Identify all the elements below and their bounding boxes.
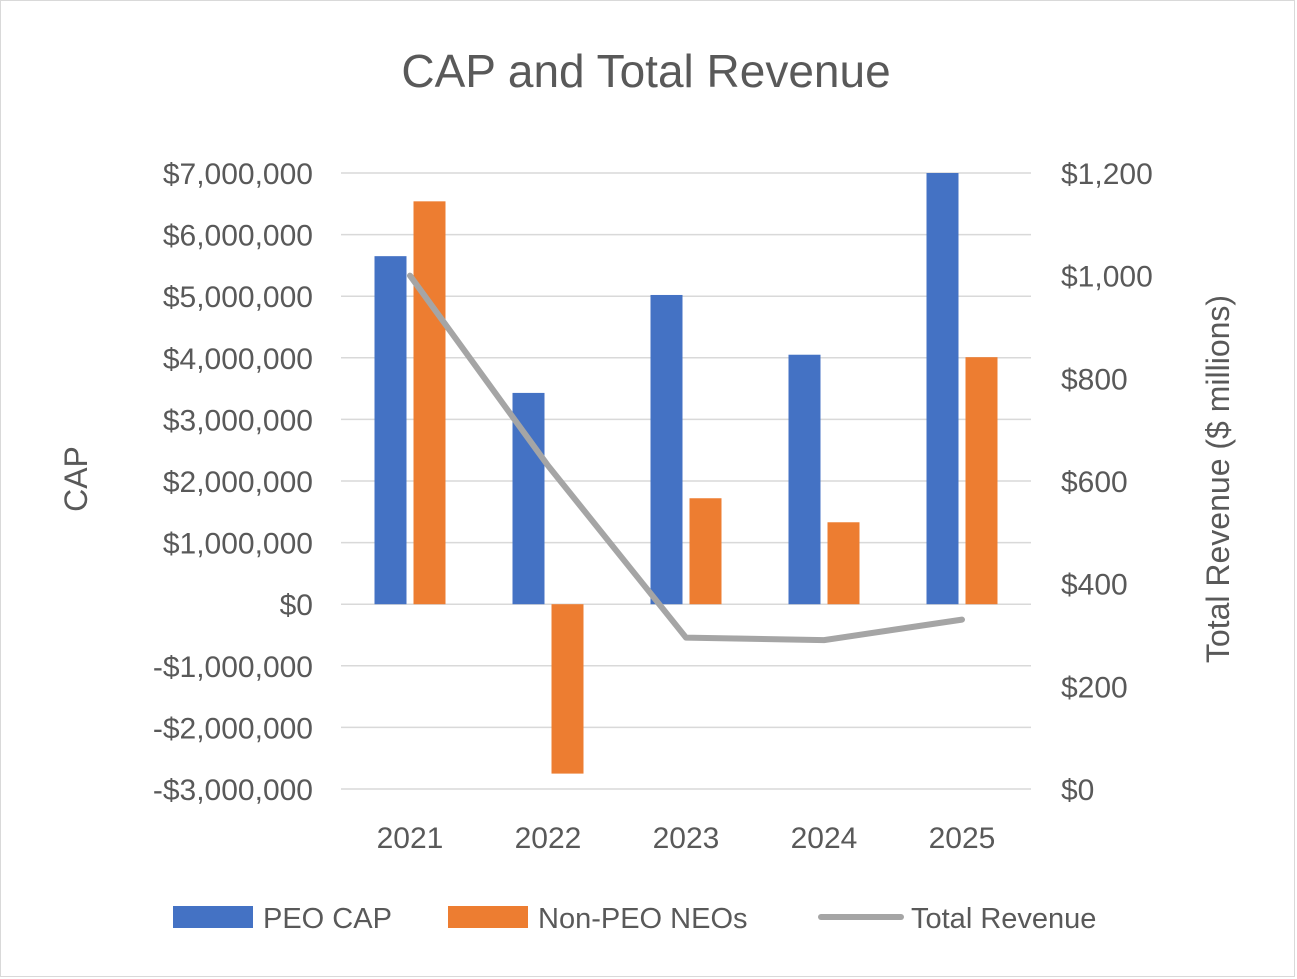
bar-peo-cap-2023: [650, 294, 683, 605]
x-axis-tick-label: 2024: [791, 822, 858, 855]
left-axis-tick-label: $1,000,000: [163, 528, 313, 561]
x-axis-ticks: 2021 2022 2023 2024 2025: [377, 822, 996, 855]
left-axis-tick-label: $2,000,000: [163, 466, 313, 499]
legend-swatch: [173, 906, 253, 928]
bar-series-1: [413, 201, 998, 774]
legend-label: Total Revenue: [911, 903, 1096, 935]
right-axis-tick-label: $800: [1061, 363, 1128, 396]
line-series: [407, 272, 965, 644]
left-axis-tick-label: -$1,000,000: [153, 651, 313, 684]
x-axis-tick-label: 2023: [653, 822, 720, 855]
bar-peo-cap-2025: [926, 173, 959, 605]
right-axis-tick-label: $1,200: [1061, 158, 1153, 191]
line-total-revenue: [407, 272, 965, 644]
x-axis-tick-label: 2025: [929, 822, 996, 855]
bar-non-peo-neos-2023: [689, 498, 722, 605]
bar-non-peo-neos-2021: [413, 201, 446, 605]
right-axis-tick-label: $0: [1061, 774, 1094, 807]
left-axis-tick-label: -$3,000,000: [153, 774, 313, 807]
bar-non-peo-neos-2025: [965, 357, 998, 605]
x-axis-tick-label: 2022: [515, 822, 582, 855]
bar-peo-cap-2024: [788, 354, 821, 605]
legend-swatch: [448, 906, 528, 928]
legend-item: Total Revenue: [818, 903, 1096, 935]
chart-title: CAP and Total Revenue: [401, 45, 890, 97]
legend-item: Non-PEO NEOs: [448, 903, 748, 935]
legend-label: Non-PEO NEOs: [538, 903, 748, 935]
gridlines: [341, 172, 1031, 790]
legend: PEO CAP Non-PEO NEOs Total Revenue: [173, 903, 1096, 935]
right-axis-ticks: $1,200 $1,000 $800 $600 $400 $200 $0: [1061, 158, 1153, 807]
left-axis-tick-label: $7,000,000: [163, 158, 313, 191]
bar-non-peo-neos-2024: [827, 522, 860, 605]
left-axis-tick-label: -$2,000,000: [153, 712, 313, 745]
bar-peo-cap-2021: [374, 256, 407, 605]
x-axis-tick-label: 2021: [377, 822, 444, 855]
left-axis-tick-label: $6,000,000: [163, 220, 313, 253]
right-axis-tick-label: $1,000: [1061, 261, 1153, 294]
bar-series-0: [374, 173, 959, 605]
legend-label: PEO CAP: [263, 903, 392, 935]
bar-non-peo-neos-2022: [551, 604, 584, 774]
left-axis-tick-label: $3,000,000: [163, 404, 313, 437]
bar-series: [374, 173, 998, 774]
left-axis-tick-label: $4,000,000: [163, 343, 313, 376]
right-axis-tick-label: $400: [1061, 569, 1128, 602]
left-axis-tick-label: $0: [280, 589, 313, 622]
right-axis-title: Total Revenue ($ millions): [1200, 295, 1236, 663]
left-axis-title: CAP: [58, 446, 94, 512]
legend-item: PEO CAP: [173, 903, 392, 935]
right-axis-tick-label: $200: [1061, 671, 1128, 704]
left-axis-ticks: $7,000,000 $6,000,000 $5,000,000 $4,000,000…: [153, 158, 313, 807]
right-axis-tick-label: $600: [1061, 466, 1128, 499]
left-axis-tick-label: $5,000,000: [163, 281, 313, 314]
